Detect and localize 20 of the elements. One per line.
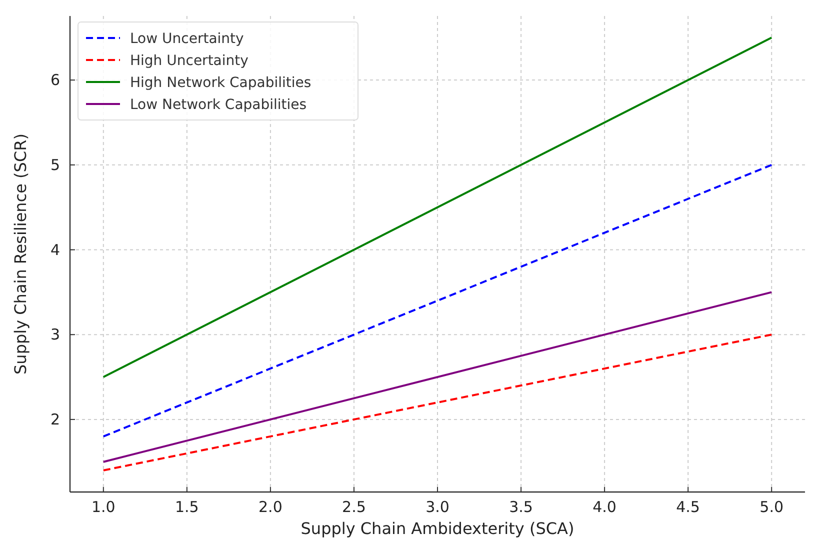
y-tick-label: 6 bbox=[50, 71, 60, 90]
y-tick-label: 2 bbox=[50, 410, 60, 428]
x-tick-label: 1.0 bbox=[91, 498, 116, 516]
legend-label: High Uncertainty bbox=[130, 53, 248, 69]
x-tick-label: 1.5 bbox=[175, 498, 199, 516]
y-tick-label: 3 bbox=[50, 326, 60, 344]
y-axis-title: Supply Chain Resilience (SCR) bbox=[11, 134, 30, 374]
legend-label: Low Uncertainty bbox=[130, 31, 244, 47]
x-tick-label: 4.0 bbox=[592, 498, 616, 516]
y-tick-label: 5 bbox=[50, 156, 60, 174]
x-axis-title: Supply Chain Ambidexterity (SCA) bbox=[300, 519, 574, 538]
legend-label: Low Network Capabilities bbox=[130, 97, 307, 113]
x-tick-label: 4.5 bbox=[676, 498, 700, 516]
x-tick-label: 2.0 bbox=[258, 498, 282, 516]
x-tick-label: 3.0 bbox=[426, 498, 450, 516]
x-tick-label: 2.5 bbox=[342, 498, 366, 516]
y-tick-label: 4 bbox=[50, 240, 60, 259]
x-tick-label: 3.5 bbox=[509, 498, 533, 516]
legend-label: High Network Capabilities bbox=[130, 75, 312, 91]
x-tick-label: 5.0 bbox=[760, 498, 784, 516]
